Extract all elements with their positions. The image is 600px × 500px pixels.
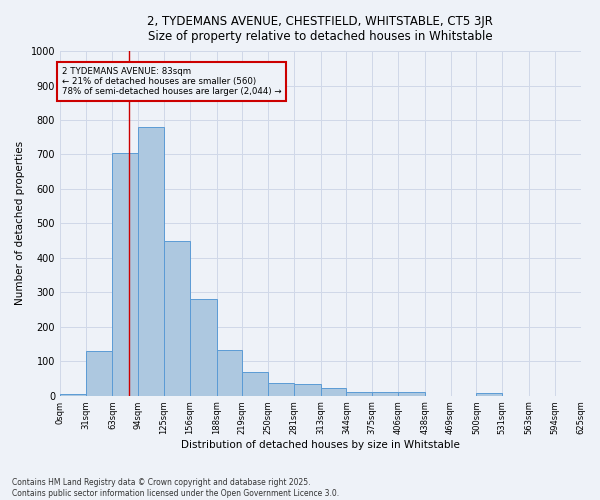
Bar (320, 388, 346, 396)
Bar (242, 372, 268, 396)
Bar (112, 153, 138, 396)
Bar (138, 127, 164, 396)
Bar (268, 382, 294, 396)
Bar (217, 350, 242, 396)
Text: 2 TYDEMANS AVENUE: 83sqm
← 21% of detached houses are smaller (560)
78% of semi-: 2 TYDEMANS AVENUE: 83sqm ← 21% of detach… (62, 66, 281, 96)
Bar (398, 392, 425, 396)
Bar (60, 394, 86, 396)
Bar (346, 392, 372, 396)
Bar (294, 384, 320, 396)
Bar (476, 394, 502, 396)
Bar (86, 351, 112, 396)
Text: Contains HM Land Registry data © Crown copyright and database right 2025.
Contai: Contains HM Land Registry data © Crown c… (12, 478, 339, 498)
Bar (190, 299, 217, 396)
Bar (164, 240, 190, 396)
Title: 2, TYDEMANS AVENUE, CHESTFIELD, WHITSTABLE, CT5 3JR
Size of property relative to: 2, TYDEMANS AVENUE, CHESTFIELD, WHITSTAB… (147, 15, 493, 43)
Y-axis label: Number of detached properties: Number of detached properties (15, 142, 25, 306)
Bar (372, 392, 398, 396)
X-axis label: Distribution of detached houses by size in Whitstable: Distribution of detached houses by size … (181, 440, 460, 450)
